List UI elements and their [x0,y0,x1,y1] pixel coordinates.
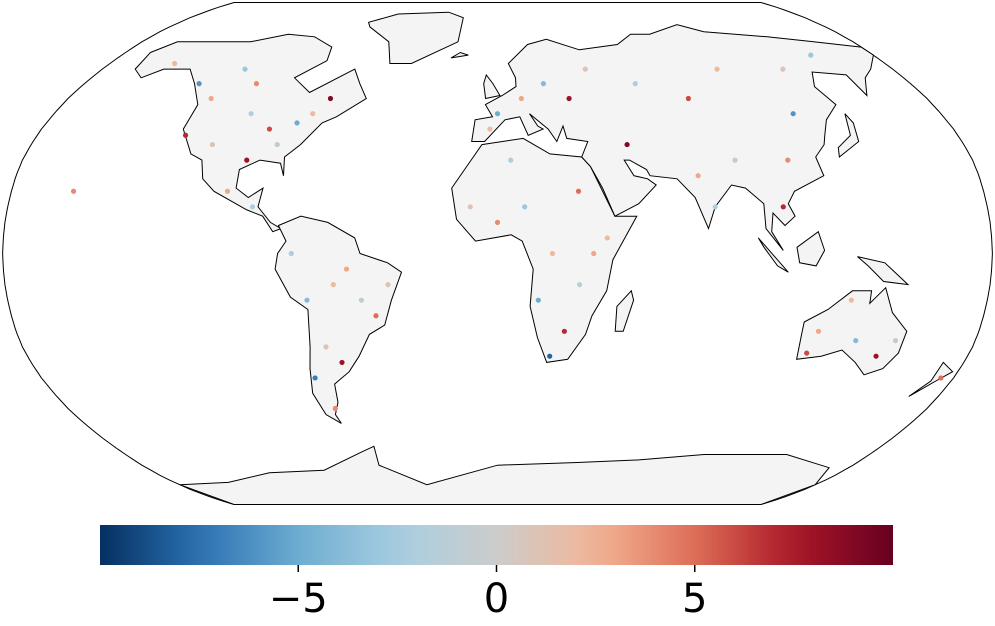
station-dot [566,95,572,102]
station-dot [785,157,791,163]
station-dot [815,328,822,334]
station-dot [522,204,528,210]
station-dot [339,359,345,366]
station-dot [624,141,630,148]
landmass [367,11,464,64]
station-dot [582,66,588,72]
station-dot [575,188,582,194]
stations [70,52,944,412]
station-dot [695,173,701,179]
station-dot [209,141,216,148]
land [2,2,993,505]
station-dot [248,111,254,117]
station-dot [808,52,814,58]
station-dot [518,95,524,102]
station-dot [266,126,273,132]
station-dot [312,375,318,381]
station-dot [253,81,260,87]
station-dot [70,188,77,194]
landmass [796,230,826,267]
station-dot [373,313,379,319]
station-dot [327,95,334,102]
station-dot [385,282,391,288]
station-dot [790,111,796,117]
station-dot [467,204,473,210]
station-dot [591,250,597,257]
landmass [450,51,469,59]
landmass [483,73,501,100]
colorbar-tick-label: 5 [682,576,707,622]
station-dot [535,297,541,303]
colorbar-tick-label: −5 [269,576,328,622]
station-dot [304,297,310,303]
colorbar [100,525,893,565]
station-dot [547,353,553,359]
station-dot [224,188,231,194]
station-dot [714,66,720,72]
station-dot [323,344,329,350]
station-dot [804,350,810,356]
station-dot [196,81,202,87]
station-dot [249,204,256,210]
station-dot [685,95,691,102]
map-frame [2,2,993,505]
station-dot [938,375,944,381]
station-dot [576,282,583,288]
station-dot [358,297,365,303]
station-dot [632,81,638,87]
colorbar-tick-label: 0 [484,576,509,622]
station-dot [330,282,336,288]
station-dot [242,66,248,72]
station-dot [494,219,501,225]
landmass [471,24,874,251]
station-dot [712,204,718,210]
station-dot [604,235,610,241]
station-dot [494,111,501,117]
station-dot [332,405,338,412]
landmass [795,286,908,376]
landmass [179,445,830,505]
station-dot [274,141,280,148]
landmass [134,33,367,233]
station-dot [561,328,567,334]
landmass [451,137,638,363]
station-dot [892,338,899,344]
landmass [908,361,954,397]
station-dot [288,250,294,257]
station-dot [171,60,178,67]
station-dot [244,157,250,163]
landmass [614,289,635,332]
station-dot [780,66,786,72]
station-dot [549,250,556,257]
station-dot [540,81,547,87]
station-dot [294,120,300,126]
station-dot [310,111,316,117]
station-dot [848,297,854,303]
station-dot [343,266,350,272]
station-dot [732,157,738,163]
station-dot [182,132,189,138]
station-dot [780,204,786,210]
landmass [837,113,860,158]
station-dot [853,338,859,344]
station-dot [873,353,879,359]
landmass [757,237,789,273]
landmass [857,256,910,286]
landmass [274,215,403,424]
station-dot [208,95,214,102]
station-dot [487,126,493,132]
station-dot [508,157,514,163]
